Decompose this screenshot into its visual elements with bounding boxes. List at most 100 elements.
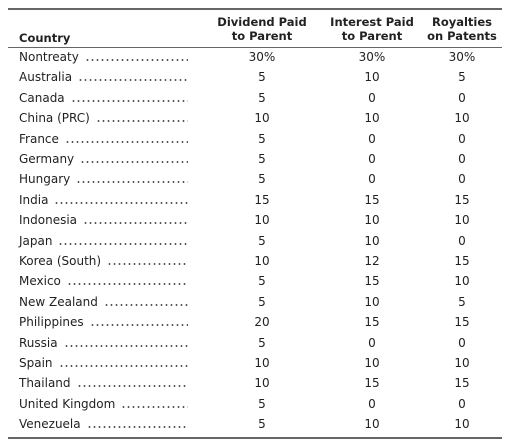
country-name: Russia <box>19 335 58 350</box>
rate-cell: 0 <box>458 172 466 187</box>
rate-cell: 15 <box>454 315 470 330</box>
rate-cell: 10 <box>254 254 270 268</box>
rate-cell: 0 <box>458 396 466 411</box>
rate-cell: 10 <box>364 213 380 228</box>
dot-leader <box>70 99 188 102</box>
rate-cell: 10 <box>364 111 380 126</box>
rate-cell: 10 <box>364 294 380 309</box>
country-name: Philippines <box>19 315 84 330</box>
rate-cell: 10 <box>454 213 470 228</box>
dot-leader <box>121 405 188 408</box>
rate-cell: 5 <box>258 172 266 187</box>
country-name: Venezuela <box>19 417 81 432</box>
dot-leader <box>83 222 188 225</box>
country-name: Indonesia <box>19 213 78 228</box>
dot-leader <box>76 385 188 388</box>
rate-cell: 0 <box>458 335 466 350</box>
rate-cell: 5 <box>258 335 266 350</box>
rate-cell: 30% <box>448 50 476 64</box>
rate-cell: 10 <box>364 417 380 432</box>
rate-cell: 0 <box>458 131 466 146</box>
column-header: Royalties on Patents <box>427 15 497 43</box>
dot-leader <box>64 140 188 143</box>
dot-leader <box>95 120 188 123</box>
dot-leader <box>103 303 188 306</box>
rate-cell: 0 <box>368 152 376 166</box>
rate-cell: 10 <box>254 376 270 391</box>
rate-cell: 0 <box>458 90 466 105</box>
rate-cell: 10 <box>364 233 380 248</box>
rate-cell: 15 <box>454 376 470 391</box>
rate-cell: 5 <box>258 131 266 146</box>
dot-leader <box>76 181 188 184</box>
rate-cell: 5 <box>258 417 266 432</box>
rate-cell: 0 <box>368 131 376 146</box>
rate-cell: 10 <box>454 111 470 126</box>
country-name: France <box>19 131 59 146</box>
dot-leader <box>80 161 188 163</box>
dot-leader <box>58 242 188 245</box>
rate-cell: 5 <box>258 70 266 85</box>
dot-leader <box>66 283 188 286</box>
dot-leader <box>58 365 188 367</box>
column-header: Interest Paid to Parent <box>330 15 414 43</box>
dot-leader <box>78 79 188 82</box>
rate-cell: 0 <box>368 172 376 187</box>
country-name: Korea (South) <box>19 254 102 268</box>
rate-cell: 15 <box>364 315 380 330</box>
country-name: India <box>19 192 49 207</box>
country-name: Japan <box>19 233 53 248</box>
rate-cell: 15 <box>254 192 270 207</box>
country-name: Thailand <box>19 376 71 391</box>
dot-leader <box>63 344 188 347</box>
rate-cell: 10 <box>454 356 470 370</box>
country-name: Germany <box>19 152 75 166</box>
rate-cell: 15 <box>454 254 470 268</box>
rate-cell: 15 <box>364 274 380 289</box>
rate-cell: 0 <box>368 396 376 411</box>
rate-cell: 5 <box>458 294 466 309</box>
rate-cell: 12 <box>364 254 380 268</box>
top-rule <box>8 8 502 10</box>
country-name: New Zealand <box>19 294 98 309</box>
country-name: Australia <box>19 70 73 85</box>
rate-cell: 5 <box>258 233 266 248</box>
rate-cell: 30% <box>248 50 276 64</box>
rate-cell: 0 <box>368 90 376 105</box>
rate-cell: 15 <box>364 376 380 391</box>
rate-cell: 0 <box>458 233 466 248</box>
rate-cell: 10 <box>364 356 380 370</box>
bottom-rule <box>8 437 502 439</box>
rate-cell: 5 <box>258 294 266 309</box>
dot-leader <box>86 426 188 429</box>
country-name: Mexico <box>19 274 61 289</box>
rate-cell: 5 <box>258 396 266 411</box>
rate-cell: 10 <box>254 111 270 126</box>
rate-cell: 10 <box>254 356 270 370</box>
country-name: Nontreaty <box>19 50 79 64</box>
rate-cell: 30% <box>358 50 386 64</box>
country-name: Canada <box>19 90 65 105</box>
column-header: Dividend Paid to Parent <box>217 15 307 43</box>
rate-cell: 10 <box>454 274 470 289</box>
column-header: Country <box>19 31 71 45</box>
rate-cell: 5 <box>258 274 266 289</box>
dot-leader <box>89 324 188 327</box>
rate-cell: 15 <box>364 192 380 207</box>
rate-cell: 5 <box>458 70 466 85</box>
rate-cell: 5 <box>258 90 266 105</box>
rate-cell: 0 <box>458 152 466 166</box>
dot-leader <box>107 263 188 265</box>
dot-leader <box>54 201 188 204</box>
rate-cell: 5 <box>258 152 266 166</box>
country-name: China (PRC) <box>19 111 90 126</box>
country-name: Hungary <box>19 172 71 187</box>
rate-cell: 10 <box>364 70 380 85</box>
header-rule <box>8 47 502 48</box>
country-name: United Kingdom <box>19 396 116 411</box>
rate-cell: 15 <box>454 192 470 207</box>
rate-cell: 20 <box>254 315 270 330</box>
country-name: Spain <box>19 356 53 370</box>
rate-cell: 0 <box>368 335 376 350</box>
